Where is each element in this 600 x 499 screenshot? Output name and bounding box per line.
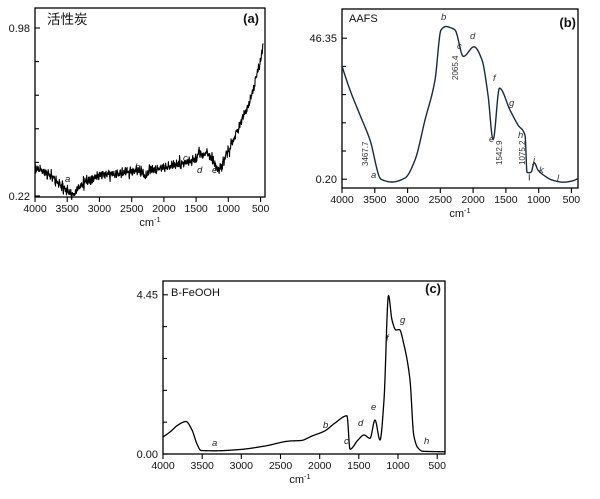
svg-text:k: k: [539, 165, 545, 176]
svg-text:e: e: [212, 165, 217, 176]
svg-text:f: f: [386, 333, 390, 344]
svg-text:b: b: [441, 12, 446, 23]
svg-text:b: b: [135, 162, 140, 173]
svg-text:3467.7: 3467.7: [361, 141, 370, 166]
svg-text:AAFS: AAFS: [349, 13, 378, 25]
svg-text:e: e: [489, 134, 494, 145]
svg-text:3000: 3000: [230, 460, 254, 472]
svg-text:c: c: [183, 153, 188, 164]
svg-text:c: c: [457, 41, 462, 52]
svg-text:0.98: 0.98: [9, 23, 30, 35]
svg-text:4000: 4000: [151, 460, 175, 472]
svg-text:3000: 3000: [396, 194, 420, 206]
svg-text:0.20: 0.20: [316, 174, 337, 186]
svg-text:e: e: [371, 402, 376, 413]
svg-text:g: g: [509, 98, 515, 109]
svg-text:1500: 1500: [184, 203, 208, 215]
svg-text:2000: 2000: [461, 194, 485, 206]
svg-text:h: h: [424, 436, 429, 447]
svg-text:d: d: [358, 418, 364, 429]
svg-text:d: d: [197, 165, 203, 176]
svg-text:a: a: [371, 170, 376, 181]
svg-text:1500: 1500: [347, 460, 371, 472]
svg-text:B-FeOOH: B-FeOOH: [171, 287, 220, 299]
svg-text:0.22: 0.22: [9, 191, 30, 203]
svg-text:d: d: [470, 31, 476, 42]
svg-text:2000: 2000: [308, 460, 332, 472]
svg-text:46.35: 46.35: [309, 33, 337, 45]
svg-text:cm-1: cm-1: [449, 206, 470, 221]
svg-text:1075.2: 1075.2: [518, 140, 527, 165]
svg-text:3500: 3500: [363, 194, 387, 206]
svg-text:h: h: [518, 130, 523, 141]
svg-text:f: f: [493, 73, 497, 84]
svg-text:2000: 2000: [152, 203, 176, 215]
svg-text:4000: 4000: [330, 194, 354, 206]
svg-text:4.45: 4.45: [137, 290, 158, 302]
svg-text:g: g: [400, 315, 406, 326]
svg-text:c: c: [344, 436, 349, 447]
svg-text:(c): (c): [425, 281, 441, 296]
svg-text:2065.4: 2065.4: [451, 55, 460, 80]
svg-text:500: 500: [252, 203, 270, 215]
svg-text:1000: 1000: [217, 203, 241, 215]
svg-text:2500: 2500: [269, 460, 293, 472]
svg-text:a: a: [65, 174, 70, 185]
svg-text:1000: 1000: [386, 460, 410, 472]
svg-text:500: 500: [563, 194, 581, 206]
svg-text:b: b: [323, 420, 328, 431]
svg-text:活性炭: 活性炭: [47, 12, 88, 27]
svg-text:1500: 1500: [494, 194, 518, 206]
svg-text:500: 500: [428, 460, 446, 472]
svg-text:2500: 2500: [429, 194, 453, 206]
svg-text:cm-1: cm-1: [289, 472, 310, 487]
svg-text:a: a: [212, 438, 217, 449]
svg-text:cm-1: cm-1: [139, 215, 160, 230]
svg-text:(b): (b): [559, 15, 576, 30]
svg-text:4000: 4000: [23, 203, 47, 215]
svg-text:3500: 3500: [56, 203, 80, 215]
svg-text:(a): (a): [243, 11, 259, 26]
svg-text:3000: 3000: [88, 203, 112, 215]
svg-text:1542.9: 1542.9: [495, 140, 504, 165]
svg-text:3500: 3500: [191, 460, 215, 472]
svg-text:2500: 2500: [120, 203, 144, 215]
svg-text:1000: 1000: [527, 194, 551, 206]
